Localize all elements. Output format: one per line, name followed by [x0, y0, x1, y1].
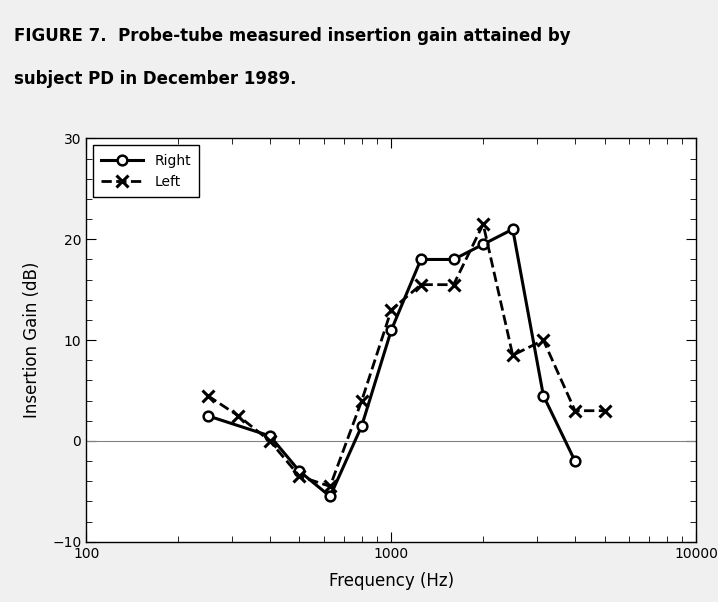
Left — [266, 437, 274, 444]
Left — [203, 392, 212, 399]
Right — [508, 226, 517, 233]
Right — [449, 256, 458, 263]
Right — [416, 256, 425, 263]
Right — [358, 422, 366, 429]
Left — [571, 407, 579, 414]
Right — [571, 458, 579, 465]
Line: Right: Right — [202, 225, 580, 501]
Left — [449, 281, 458, 288]
Left — [326, 483, 335, 490]
Right — [203, 412, 212, 420]
Left — [600, 407, 609, 414]
Y-axis label: Insertion Gain (dB): Insertion Gain (dB) — [23, 262, 41, 418]
Left — [358, 397, 366, 405]
Right — [539, 392, 548, 399]
X-axis label: Frequency (Hz): Frequency (Hz) — [329, 572, 454, 590]
Text: subject PD in December 1989.: subject PD in December 1989. — [14, 70, 297, 88]
Right — [266, 432, 274, 439]
Legend: Right, Left: Right, Left — [93, 146, 199, 197]
Text: FIGURE 7.  Probe-tube measured insertion gain attained by: FIGURE 7. Probe-tube measured insertion … — [14, 27, 571, 45]
Left — [508, 352, 517, 359]
Left — [539, 337, 548, 344]
Left — [416, 281, 425, 288]
Left — [387, 306, 396, 314]
Left — [295, 473, 304, 480]
Right — [387, 326, 396, 334]
Right — [295, 468, 304, 475]
Line: Left: Left — [202, 219, 610, 492]
Left — [479, 220, 488, 228]
Right — [326, 493, 335, 500]
Left — [234, 412, 243, 420]
Right — [479, 241, 488, 248]
